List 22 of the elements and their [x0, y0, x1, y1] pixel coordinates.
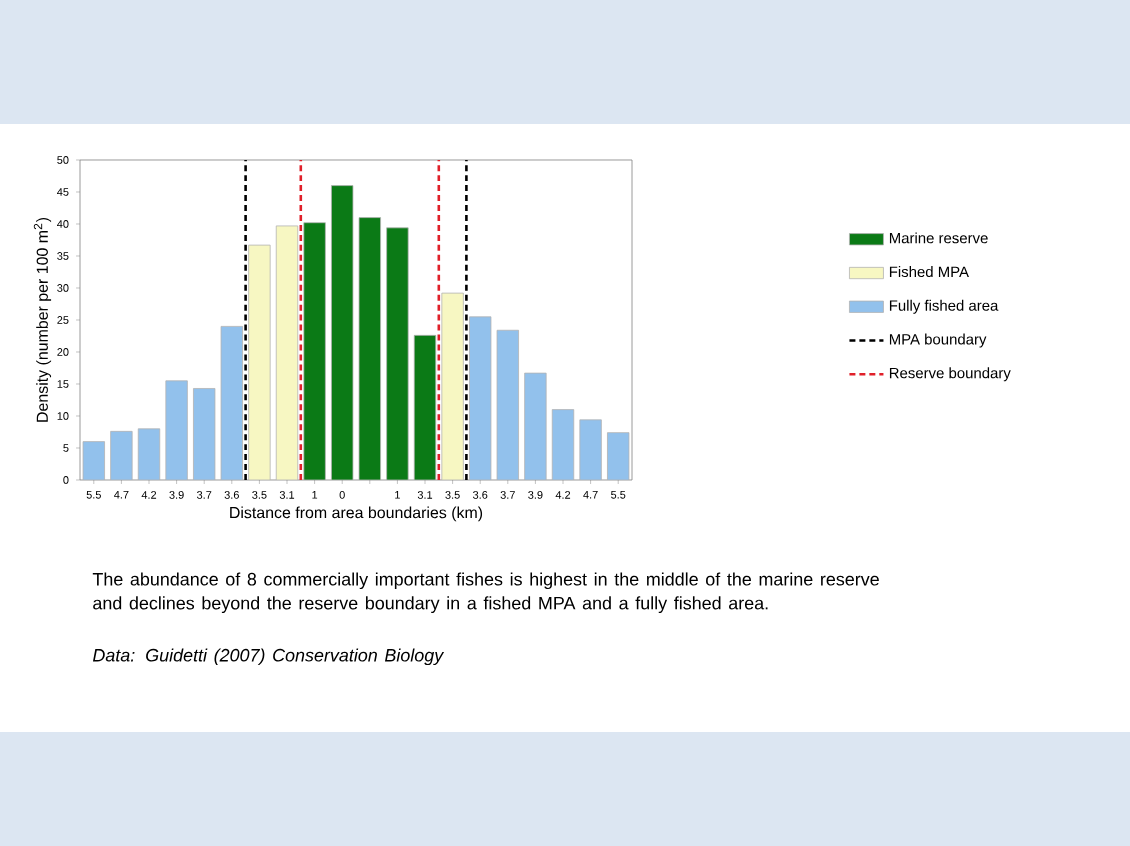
bar — [165, 380, 188, 480]
bar — [137, 428, 161, 480]
text: The abundance of 8 commercially important fishes is highest in the middle of the marine reserve and declines beyond the reserve boundary in a fished MPA and a fully fished area. — [92, 572, 879, 614]
bar — [469, 316, 492, 480]
bar — [275, 225, 299, 480]
bar — [193, 388, 216, 480]
bar — [607, 432, 630, 480]
bar — [220, 326, 243, 480]
bar — [496, 329, 519, 480]
bar — [331, 185, 354, 480]
bar — [82, 441, 105, 480]
bar — [358, 217, 381, 480]
bar — [551, 409, 575, 480]
bar — [110, 430, 133, 480]
bar — [579, 419, 602, 480]
bar — [248, 244, 271, 480]
text: Data: Guidetti (2007) Conservation Biology — [92, 648, 445, 666]
bar — [441, 292, 464, 480]
bar — [413, 334, 437, 480]
bar — [303, 222, 326, 480]
bar — [386, 227, 409, 480]
bar — [524, 372, 547, 480]
